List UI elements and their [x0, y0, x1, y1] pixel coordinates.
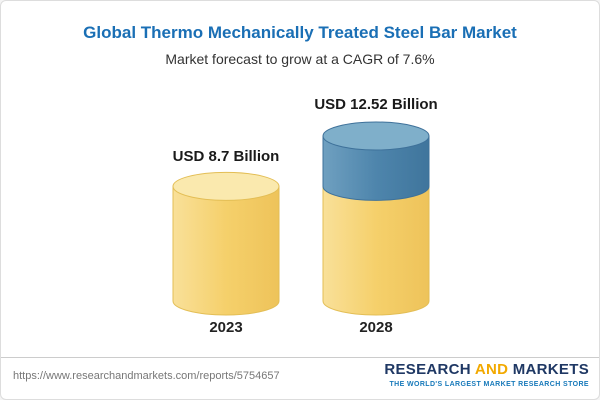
logo-word-research: RESEARCH: [384, 361, 471, 378]
logo-wordmark: RESEARCH AND MARKETS: [384, 361, 589, 379]
cylinder-2023-top: [172, 171, 280, 201]
logo-tagline: THE WORLD'S LARGEST MARKET RESEARCH STOR…: [389, 380, 589, 388]
logo-word-and: AND: [474, 361, 509, 378]
cylinder-2023-body: [172, 185, 280, 316]
research-and-markets-logo[interactable]: RESEARCH AND MARKETS THE WORLD'S LARGEST…: [384, 361, 589, 388]
value-label-2023: USD 8.7 Billion: [172, 148, 280, 165]
cylinder-2028-growth-body: [322, 135, 430, 201]
cylinder-2028-top: [322, 121, 430, 151]
footer-divider: [1, 357, 599, 358]
category-label-2028: 2028: [359, 319, 393, 336]
report-url-link[interactable]: https://www.researchandmarkets.com/repor…: [13, 370, 280, 382]
chart-title: Global Thermo Mechanically Treated Steel…: [83, 23, 517, 42]
chart-subtitle: Market forecast to grow at a CAGR of 7.6…: [165, 51, 435, 67]
bar-chart: [172, 121, 430, 316]
value-label-2028: USD 12.52 Billion: [314, 96, 438, 113]
category-label-2023: 2023: [209, 319, 243, 336]
cylinder-2028-base-body: [322, 185, 430, 316]
logo-word-markets: MARKETS: [512, 361, 589, 378]
